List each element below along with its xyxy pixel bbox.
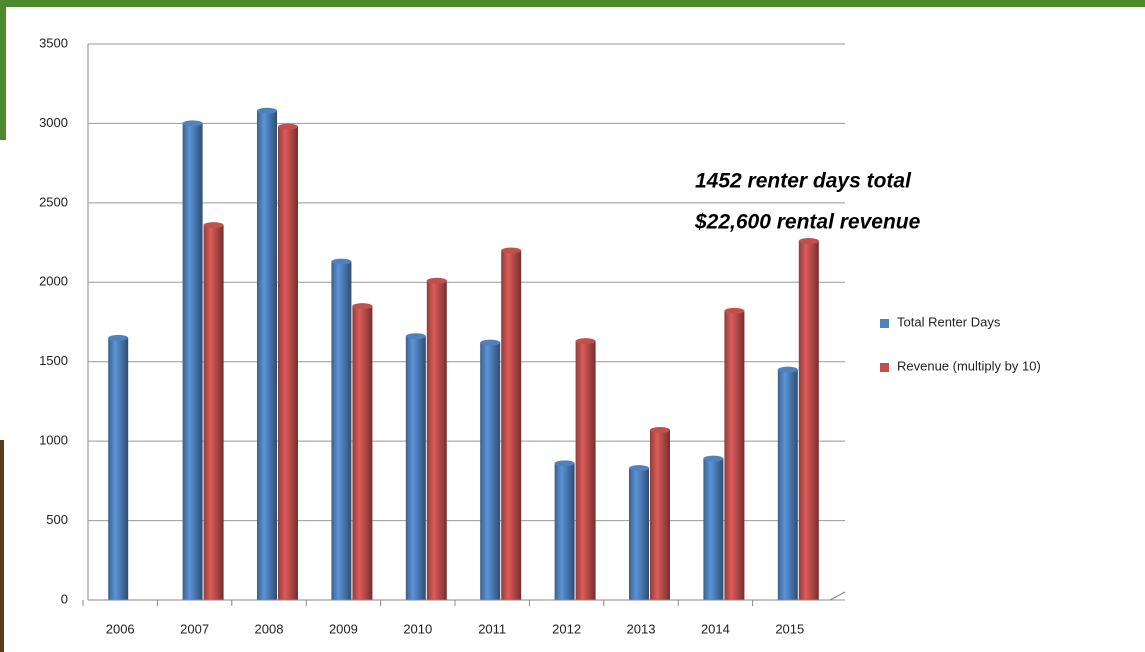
bar [778,370,798,600]
bar-cap [501,248,521,254]
bar-cap [204,222,224,228]
bar-cap [278,124,298,130]
x-tick-label: 2013 [627,621,656,636]
chart: 1452 renter days total $22,600 rental re… [0,0,1145,652]
legend-swatch [880,363,889,372]
bar [480,343,500,600]
x-tick-label: 2011 [478,621,506,636]
frame-top [0,0,1145,7]
bar [406,336,426,600]
bar-cap [576,338,596,344]
x-tick-label: 2006 [106,621,135,636]
x-axis-depth [830,592,845,600]
annotation: 1452 renter days total [695,170,912,193]
y-tick-label: 0 [61,591,68,606]
bar [703,459,723,600]
x-tick-label: 2014 [701,621,730,636]
y-tick-label: 2500 [39,194,68,209]
bar [427,281,447,600]
y-tick-label: 1500 [39,353,68,368]
bar [501,251,521,600]
x-tick-label: 2012 [552,621,581,636]
bar-cap [724,308,744,314]
bar [257,111,277,600]
y-tick-label: 3500 [39,35,68,50]
x-tick-label: 2008 [255,621,284,636]
bar [108,338,128,600]
bar [799,241,819,600]
y-tick-label: 3000 [39,115,68,130]
bar [576,341,596,600]
bar-cap [331,259,351,265]
bar [331,262,351,600]
frame-left-bottom [0,440,4,652]
bar [204,225,224,600]
bar [724,311,744,600]
bar [555,463,575,600]
frame-left [0,0,6,140]
annotation: $22,600 rental revenue [694,211,921,234]
bar-cap [352,303,372,309]
bar [629,468,649,600]
y-tick-label: 500 [46,512,68,527]
bar [183,123,203,600]
bar-cap [108,335,128,341]
bar-cap [480,340,500,346]
bar-cap [427,278,447,284]
x-tick-label: 2010 [403,621,432,636]
y-tick-label: 2000 [39,274,68,289]
bar-cap [555,460,575,466]
legend-swatch [880,319,889,328]
x-tick-label: 2009 [329,621,358,636]
x-tick-label: 2007 [180,621,209,636]
bar-cap [406,333,426,339]
bar-cap [778,367,798,373]
bar-cap [629,465,649,471]
bar-cap [183,120,203,126]
bar-cap [257,108,277,114]
bar-cap [799,238,819,244]
x-tick-label: 2015 [775,621,804,636]
y-tick-label: 1000 [39,433,68,448]
legend-label: Revenue (multiply by 10) [897,358,1041,373]
bar-cap [650,427,670,433]
bar [352,306,372,600]
bar-cap [703,456,723,462]
bar [278,127,298,600]
legend-label: Total Renter Days [897,314,1001,329]
bar [650,430,670,600]
